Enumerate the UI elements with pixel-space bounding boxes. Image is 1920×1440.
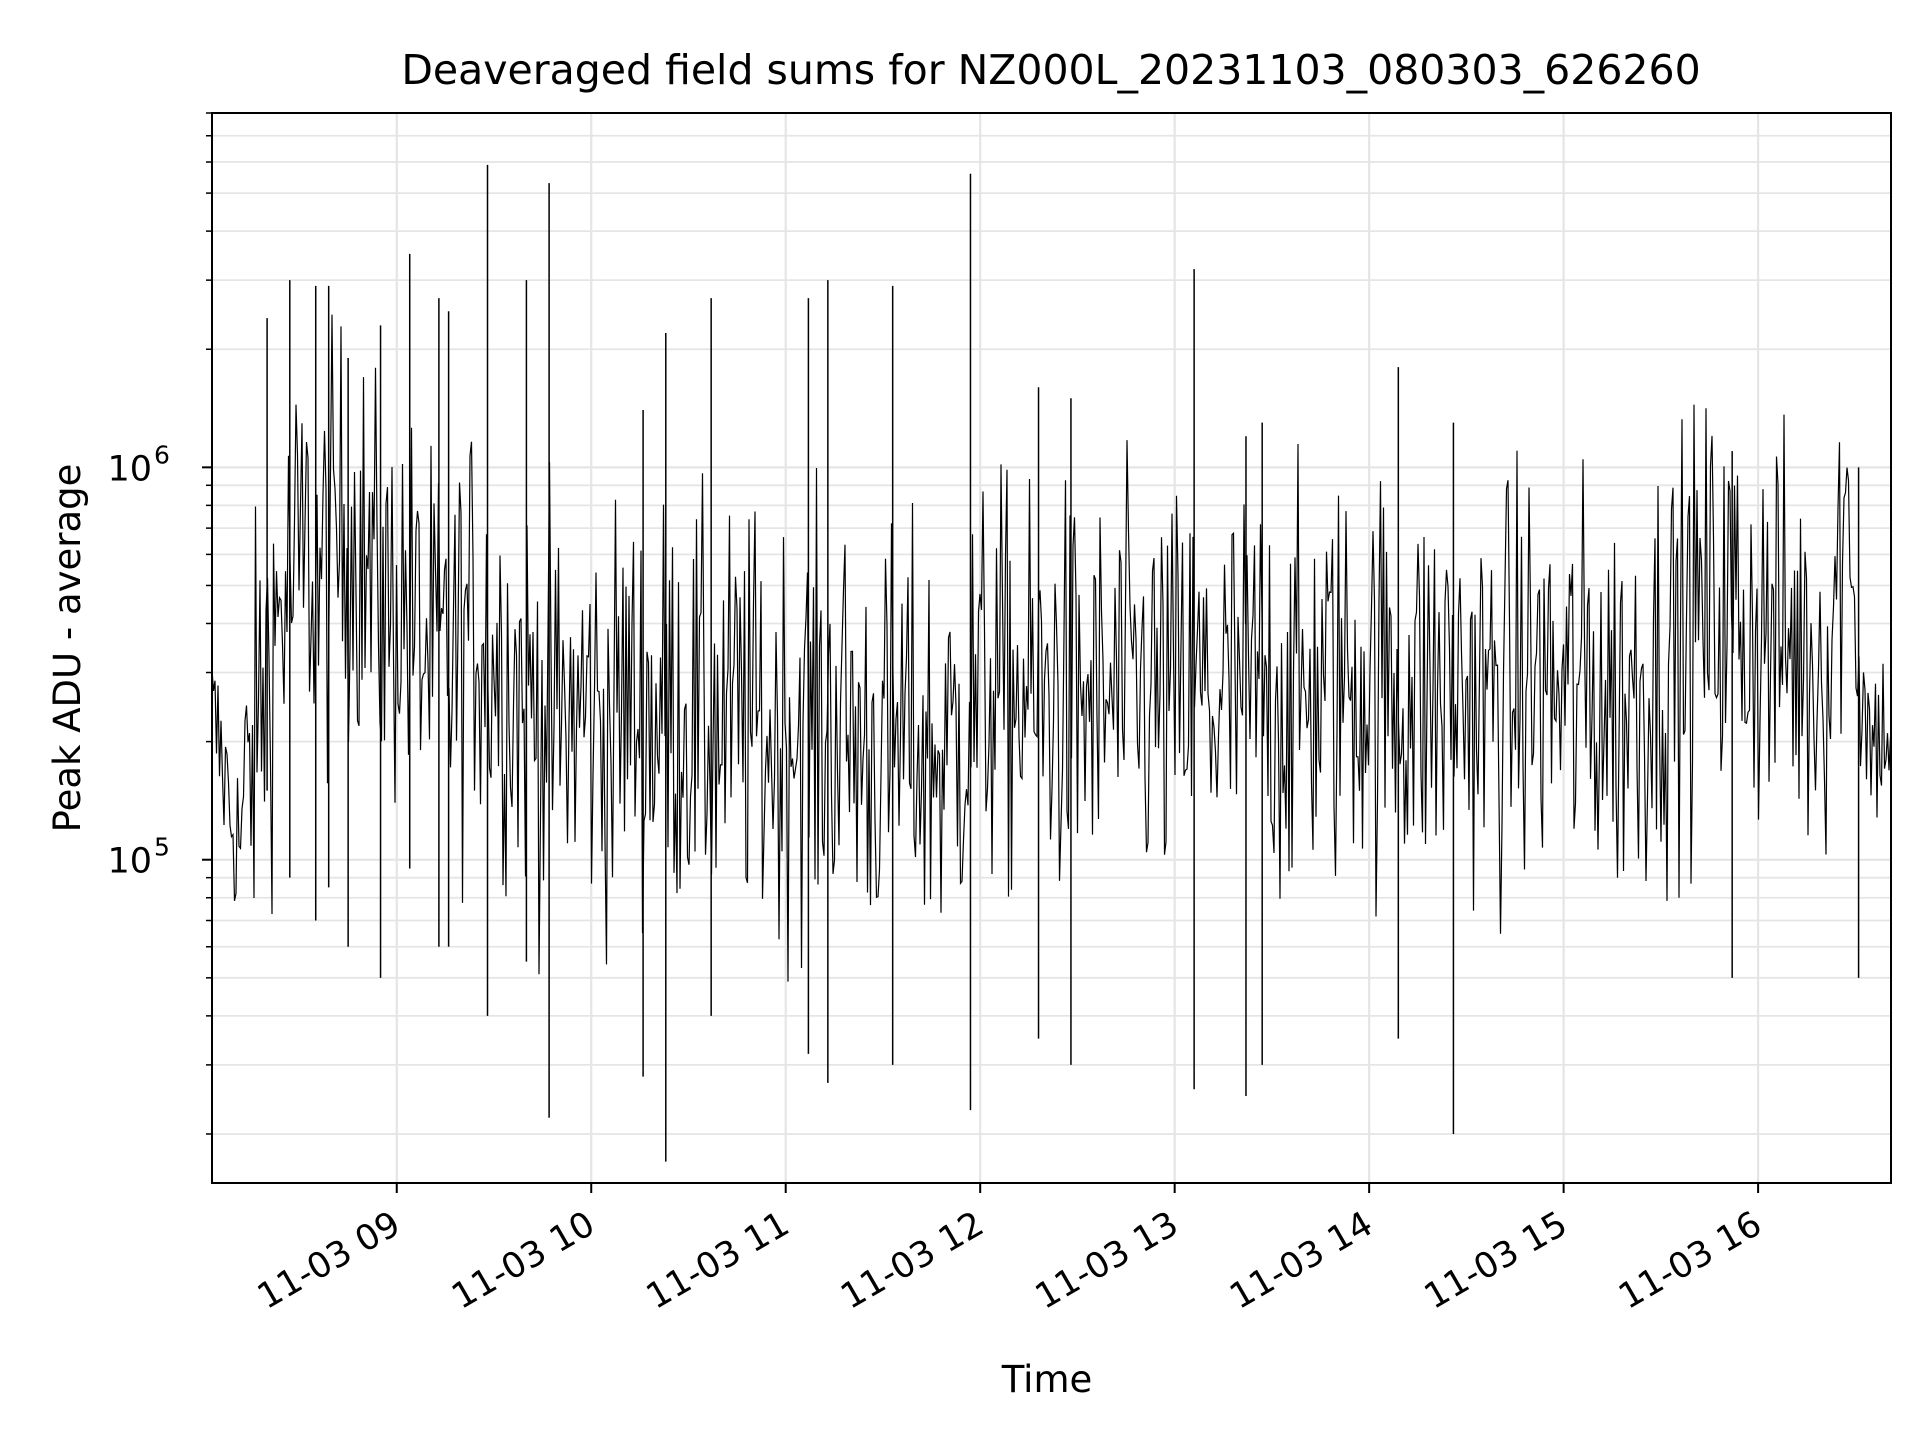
y-axis-label: Peak ADU - average xyxy=(46,464,89,833)
y-tick-label-exponent: 5 xyxy=(154,833,170,862)
y-tick-label: 10 xyxy=(107,449,152,489)
data-series xyxy=(211,164,1892,1162)
y-tick-label-exponent: 6 xyxy=(154,440,170,469)
x-axis-label: Time xyxy=(1001,1358,1093,1401)
chart-title: Deaveraged field sums for NZ000L_2023110… xyxy=(401,46,1700,94)
plot-frame xyxy=(211,112,1892,1184)
y-tick-label: 10 xyxy=(107,842,152,882)
series-line xyxy=(211,314,1892,982)
